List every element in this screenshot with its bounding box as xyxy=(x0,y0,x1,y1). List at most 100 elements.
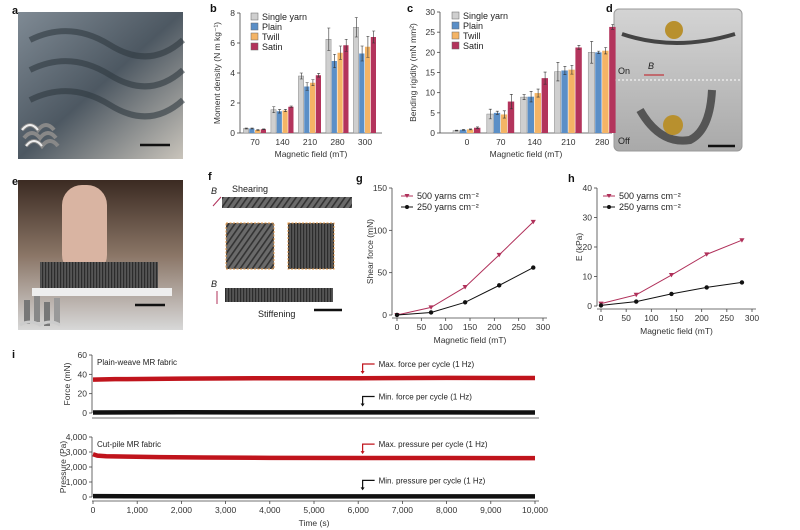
y-tick-label: 40 xyxy=(78,369,88,379)
error-bar xyxy=(604,47,608,55)
error-bar xyxy=(299,72,303,80)
legend-swatch xyxy=(250,32,259,41)
data-point xyxy=(462,300,468,305)
bar-plain xyxy=(304,86,310,133)
data-point xyxy=(668,273,675,278)
y-axis-label: Force (mN) xyxy=(62,362,72,405)
error-bar xyxy=(522,94,526,100)
y-tick-label: 100 xyxy=(373,225,387,235)
x-tick-label: 9,000 xyxy=(480,505,502,515)
panel-label-c: c xyxy=(407,3,413,15)
bar-single-yarn xyxy=(270,109,277,134)
y-tick-label: 20 xyxy=(78,389,88,399)
data-point xyxy=(531,265,536,270)
bar-twill xyxy=(365,46,371,133)
panel-label-a: a xyxy=(12,5,19,17)
y-tick-label: 50 xyxy=(378,268,388,278)
panel-label-b: b xyxy=(210,3,217,15)
y-axis-label: Moment density (N m kg⁻¹) xyxy=(212,22,222,124)
coin xyxy=(665,21,683,39)
y-axis-label: Pressure (Pa) xyxy=(58,441,68,494)
label-off: Off xyxy=(618,136,630,146)
y-tick-label: 20 xyxy=(426,47,436,57)
x-tick-label: 150 xyxy=(463,322,477,332)
photo-knitted-fabric xyxy=(18,12,186,159)
y-tick-label: 8 xyxy=(230,8,235,18)
y-axis-label: Shear force (mN) xyxy=(365,219,375,284)
bar-plain xyxy=(460,129,467,133)
x-tick-label: 280 xyxy=(330,137,344,147)
bar-plain xyxy=(331,61,337,133)
x-axis-label: Magnetic field (mT) xyxy=(640,326,713,336)
legend-swatch xyxy=(250,42,259,51)
bar-twill xyxy=(602,50,609,133)
bar-plain xyxy=(493,112,501,133)
error-bar xyxy=(556,62,560,82)
bar-satin xyxy=(541,78,548,133)
error-bar xyxy=(338,45,342,60)
x-tick-label: 0 xyxy=(465,137,470,147)
x-tick-label: 250 xyxy=(512,322,526,332)
error-bar xyxy=(262,128,266,130)
bar-satin xyxy=(575,47,582,133)
bar-satin xyxy=(343,45,349,133)
bar-twill xyxy=(534,93,541,133)
y-tick-label: 5 xyxy=(430,108,435,118)
y-tick-label: 1,000 xyxy=(66,477,88,487)
x-tick-label: 280 xyxy=(595,137,609,147)
chart-b: 0 2 4 6 8 Moment density (N m kg⁻¹) 70 140 210 28… xyxy=(212,8,382,159)
data-point xyxy=(530,219,536,225)
annotation-arrow-icon xyxy=(362,395,375,405)
legend-marker xyxy=(404,194,410,198)
y-tick-label: 10 xyxy=(583,272,593,282)
y-tick-label: 2 xyxy=(230,98,235,108)
bar-single-yarn xyxy=(353,27,359,134)
x-tick-label: 300 xyxy=(745,313,759,323)
x-tick-label: 3,000 xyxy=(215,505,237,515)
error-bar xyxy=(272,106,276,114)
panel-label-i: i xyxy=(12,349,15,361)
chart-i-force: 0 20 40 60 Force (mN) Plain-weave MR fabric Ma… xyxy=(62,350,536,418)
error-bar xyxy=(476,126,479,129)
bar-satin xyxy=(370,37,376,133)
data-point xyxy=(428,305,434,310)
error-bar xyxy=(360,45,364,62)
annotation-arrow-icon xyxy=(362,479,375,489)
photo-finger-press xyxy=(18,180,183,330)
arrowhead-icon xyxy=(360,487,365,491)
legend-label: 500 yarns cm⁻² xyxy=(417,191,479,201)
bar-satin xyxy=(507,101,515,133)
data-point xyxy=(497,283,502,288)
error-bar xyxy=(455,129,458,132)
error-bar xyxy=(570,64,574,75)
legend-label: Twill xyxy=(463,31,481,41)
legend-swatch xyxy=(250,22,259,31)
annotation-label: Min. pressure per cycle (1 Hz) xyxy=(379,476,486,485)
x-tick-label: 210 xyxy=(303,137,317,147)
bar-plain xyxy=(359,53,365,133)
error-bar xyxy=(509,93,513,110)
x-tick-label: 1,000 xyxy=(127,505,149,515)
error-bar xyxy=(529,91,533,103)
error-bar xyxy=(597,50,601,54)
label-shearing: Shearing xyxy=(232,184,268,194)
field-arrow-icon xyxy=(212,196,222,207)
y-tick-label: 25 xyxy=(426,27,436,37)
x-tick-label: 210 xyxy=(561,137,575,147)
x-tick-label: 8,000 xyxy=(436,505,458,515)
panel-label-e: e xyxy=(12,176,18,188)
error-bar xyxy=(283,109,287,112)
annotation-arrow-icon xyxy=(362,443,375,453)
bar-single-yarn xyxy=(325,39,332,134)
error-bar xyxy=(244,127,248,130)
x-tick-label: 200 xyxy=(695,313,709,323)
bar-satin xyxy=(288,106,294,133)
data-point xyxy=(598,303,604,308)
error-bar xyxy=(372,30,376,44)
error-bar xyxy=(577,45,581,50)
x-tick-label: 10,000 xyxy=(522,505,548,515)
y-axis-label: Bending rigidity (mN mm²) xyxy=(408,23,418,122)
bar-satin xyxy=(609,26,616,134)
legend-swatch xyxy=(250,12,259,21)
data-point xyxy=(394,312,400,318)
